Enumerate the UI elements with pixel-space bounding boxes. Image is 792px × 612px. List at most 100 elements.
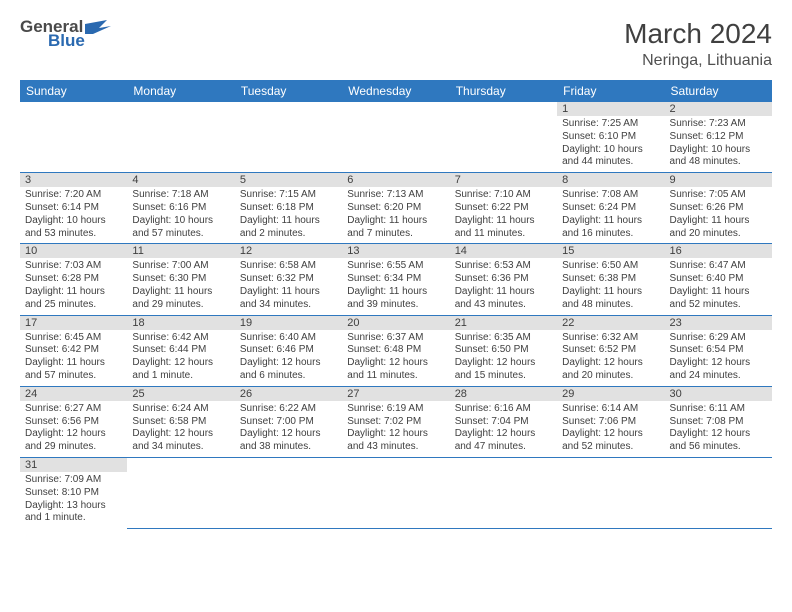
calendar-cell-empty bbox=[235, 457, 342, 528]
sunset-line: Sunset: 7:00 PM bbox=[240, 416, 337, 429]
sunset-line: Sunset: 6:30 PM bbox=[132, 273, 229, 286]
day-info: Sunrise: 6:35 AMSunset: 6:50 PMDaylight:… bbox=[450, 330, 557, 386]
sunset-line: Sunset: 6:10 PM bbox=[562, 131, 659, 144]
calendar-cell: 15Sunrise: 6:50 AMSunset: 6:38 PMDayligh… bbox=[557, 244, 664, 315]
calendar-cell-empty bbox=[20, 102, 127, 173]
calendar-row: 1Sunrise: 7:25 AMSunset: 6:10 PMDaylight… bbox=[20, 102, 772, 173]
calendar-row: 17Sunrise: 6:45 AMSunset: 6:42 PMDayligh… bbox=[20, 315, 772, 386]
sunrise-line: Sunrise: 7:25 AM bbox=[562, 118, 659, 131]
day-info: Sunrise: 6:47 AMSunset: 6:40 PMDaylight:… bbox=[665, 258, 772, 314]
calendar-row: 31Sunrise: 7:09 AMSunset: 8:10 PMDayligh… bbox=[20, 457, 772, 528]
sunset-line: Sunset: 6:38 PM bbox=[562, 273, 659, 286]
calendar-cell: 22Sunrise: 6:32 AMSunset: 6:52 PMDayligh… bbox=[557, 315, 664, 386]
logo: General Blue bbox=[20, 18, 111, 49]
daylight-line: Daylight: 11 hours and 11 minutes. bbox=[455, 215, 552, 241]
calendar-cell: 27Sunrise: 6:19 AMSunset: 7:02 PMDayligh… bbox=[342, 386, 449, 457]
sunset-line: Sunset: 7:08 PM bbox=[670, 416, 767, 429]
sunrise-line: Sunrise: 6:27 AM bbox=[25, 403, 122, 416]
sunrise-line: Sunrise: 7:18 AM bbox=[132, 189, 229, 202]
day-info: Sunrise: 7:25 AMSunset: 6:10 PMDaylight:… bbox=[557, 116, 664, 172]
daylight-line: Daylight: 12 hours and 20 minutes. bbox=[562, 357, 659, 383]
calendar-cell: 17Sunrise: 6:45 AMSunset: 6:42 PMDayligh… bbox=[20, 315, 127, 386]
day-number: 6 bbox=[342, 173, 449, 187]
daylight-line: Daylight: 11 hours and 34 minutes. bbox=[240, 286, 337, 312]
calendar-cell: 9Sunrise: 7:05 AMSunset: 6:26 PMDaylight… bbox=[665, 173, 772, 244]
sunrise-line: Sunrise: 6:22 AM bbox=[240, 403, 337, 416]
day-number: 9 bbox=[665, 173, 772, 187]
sunset-line: Sunset: 6:22 PM bbox=[455, 202, 552, 215]
sunset-line: Sunset: 6:42 PM bbox=[25, 344, 122, 357]
calendar-cell: 24Sunrise: 6:27 AMSunset: 6:56 PMDayligh… bbox=[20, 386, 127, 457]
day-info: Sunrise: 7:15 AMSunset: 6:18 PMDaylight:… bbox=[235, 187, 342, 243]
sunset-line: Sunset: 6:58 PM bbox=[132, 416, 229, 429]
sunrise-line: Sunrise: 7:00 AM bbox=[132, 260, 229, 273]
calendar-cell: 18Sunrise: 6:42 AMSunset: 6:44 PMDayligh… bbox=[127, 315, 234, 386]
daylight-line: Daylight: 11 hours and 48 minutes. bbox=[562, 286, 659, 312]
sunrise-line: Sunrise: 7:03 AM bbox=[25, 260, 122, 273]
sunset-line: Sunset: 6:32 PM bbox=[240, 273, 337, 286]
logo-text-blue: Blue bbox=[48, 32, 111, 49]
day-info: Sunrise: 6:37 AMSunset: 6:48 PMDaylight:… bbox=[342, 330, 449, 386]
weekday-header: Saturday bbox=[665, 80, 772, 102]
day-number: 30 bbox=[665, 387, 772, 401]
header: General Blue March 2024 Neringa, Lithuan… bbox=[20, 18, 772, 70]
location-label: Neringa, Lithuania bbox=[624, 52, 772, 70]
sunset-line: Sunset: 6:16 PM bbox=[132, 202, 229, 215]
day-number: 10 bbox=[20, 244, 127, 258]
day-info: Sunrise: 6:58 AMSunset: 6:32 PMDaylight:… bbox=[235, 258, 342, 314]
sunrise-line: Sunrise: 6:47 AM bbox=[670, 260, 767, 273]
day-number: 18 bbox=[127, 316, 234, 330]
sunset-line: Sunset: 7:04 PM bbox=[455, 416, 552, 429]
sunrise-line: Sunrise: 6:58 AM bbox=[240, 260, 337, 273]
day-number: 20 bbox=[342, 316, 449, 330]
daylight-line: Daylight: 12 hours and 52 minutes. bbox=[562, 428, 659, 454]
daylight-line: Daylight: 11 hours and 2 minutes. bbox=[240, 215, 337, 241]
calendar-cell: 2Sunrise: 7:23 AMSunset: 6:12 PMDaylight… bbox=[665, 102, 772, 173]
sunset-line: Sunset: 6:34 PM bbox=[347, 273, 444, 286]
daylight-line: Daylight: 12 hours and 56 minutes. bbox=[670, 428, 767, 454]
day-info: Sunrise: 6:55 AMSunset: 6:34 PMDaylight:… bbox=[342, 258, 449, 314]
day-number: 14 bbox=[450, 244, 557, 258]
day-info: Sunrise: 7:13 AMSunset: 6:20 PMDaylight:… bbox=[342, 187, 449, 243]
daylight-line: Daylight: 11 hours and 57 minutes. bbox=[25, 357, 122, 383]
sunrise-line: Sunrise: 6:14 AM bbox=[562, 403, 659, 416]
daylight-line: Daylight: 10 hours and 48 minutes. bbox=[670, 144, 767, 170]
sunrise-line: Sunrise: 7:13 AM bbox=[347, 189, 444, 202]
daylight-line: Daylight: 12 hours and 38 minutes. bbox=[240, 428, 337, 454]
sunrise-line: Sunrise: 7:09 AM bbox=[25, 474, 122, 487]
day-number: 7 bbox=[450, 173, 557, 187]
calendar-cell: 19Sunrise: 6:40 AMSunset: 6:46 PMDayligh… bbox=[235, 315, 342, 386]
calendar-cell-empty bbox=[665, 457, 772, 528]
calendar-cell: 6Sunrise: 7:13 AMSunset: 6:20 PMDaylight… bbox=[342, 173, 449, 244]
day-number: 19 bbox=[235, 316, 342, 330]
sunrise-line: Sunrise: 6:37 AM bbox=[347, 332, 444, 345]
daylight-line: Daylight: 11 hours and 7 minutes. bbox=[347, 215, 444, 241]
daylight-line: Daylight: 10 hours and 57 minutes. bbox=[132, 215, 229, 241]
sunrise-line: Sunrise: 7:15 AM bbox=[240, 189, 337, 202]
daylight-line: Daylight: 11 hours and 29 minutes. bbox=[132, 286, 229, 312]
day-info: Sunrise: 6:50 AMSunset: 6:38 PMDaylight:… bbox=[557, 258, 664, 314]
sunset-line: Sunset: 6:56 PM bbox=[25, 416, 122, 429]
weekday-header: Wednesday bbox=[342, 80, 449, 102]
weekday-header: Thursday bbox=[450, 80, 557, 102]
page-title: March 2024 bbox=[624, 18, 772, 50]
calendar-table: SundayMondayTuesdayWednesdayThursdayFrid… bbox=[20, 80, 772, 529]
calendar-cell: 14Sunrise: 6:53 AMSunset: 6:36 PMDayligh… bbox=[450, 244, 557, 315]
day-number: 28 bbox=[450, 387, 557, 401]
title-block: March 2024 Neringa, Lithuania bbox=[624, 18, 772, 70]
sunset-line: Sunset: 6:12 PM bbox=[670, 131, 767, 144]
day-number: 17 bbox=[20, 316, 127, 330]
day-info: Sunrise: 7:08 AMSunset: 6:24 PMDaylight:… bbox=[557, 187, 664, 243]
day-info: Sunrise: 7:03 AMSunset: 6:28 PMDaylight:… bbox=[20, 258, 127, 314]
day-info: Sunrise: 7:18 AMSunset: 6:16 PMDaylight:… bbox=[127, 187, 234, 243]
day-number: 5 bbox=[235, 173, 342, 187]
calendar-cell: 3Sunrise: 7:20 AMSunset: 6:14 PMDaylight… bbox=[20, 173, 127, 244]
calendar-cell-empty bbox=[127, 457, 234, 528]
calendar-row: 24Sunrise: 6:27 AMSunset: 6:56 PMDayligh… bbox=[20, 386, 772, 457]
sunset-line: Sunset: 6:54 PM bbox=[670, 344, 767, 357]
day-number: 21 bbox=[450, 316, 557, 330]
sunrise-line: Sunrise: 6:19 AM bbox=[347, 403, 444, 416]
sunrise-line: Sunrise: 7:10 AM bbox=[455, 189, 552, 202]
day-number: 3 bbox=[20, 173, 127, 187]
day-number: 26 bbox=[235, 387, 342, 401]
